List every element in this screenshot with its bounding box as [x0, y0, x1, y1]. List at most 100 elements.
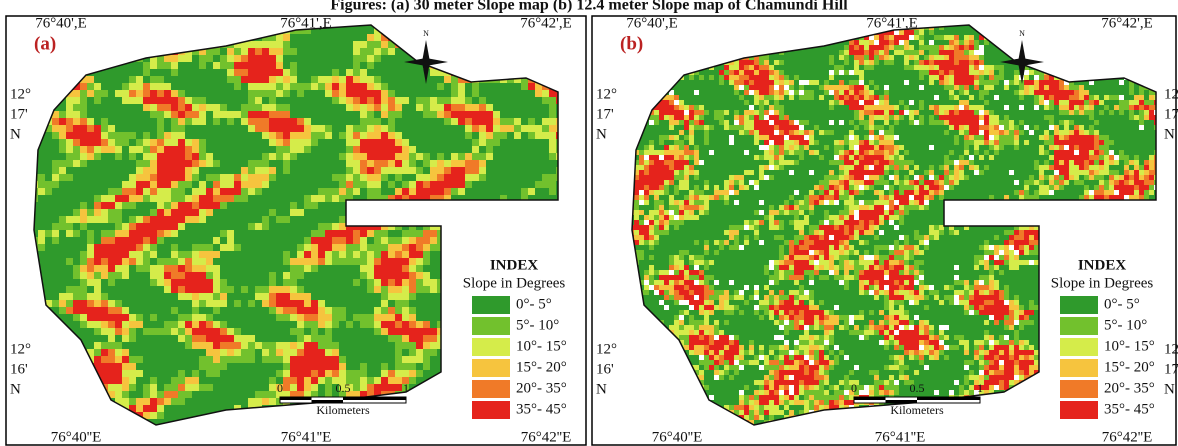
raster-cell — [290, 90, 297, 97]
raster-cell — [213, 244, 220, 251]
raster-cell — [402, 307, 409, 314]
raster-cell — [115, 314, 122, 321]
raster-cell — [423, 146, 430, 153]
raster-cell — [171, 153, 178, 160]
raster-cell — [374, 230, 381, 237]
raster-cell — [262, 258, 269, 265]
raster-cell — [59, 167, 66, 174]
raster-cell — [255, 230, 262, 237]
raster-cell — [318, 55, 325, 62]
raster-cell — [199, 132, 206, 139]
raster-cell — [45, 167, 52, 174]
raster-cell — [514, 153, 521, 160]
raster-cell — [290, 153, 297, 160]
raster-cell — [339, 34, 346, 41]
raster-cell — [465, 132, 472, 139]
raster-cell — [220, 181, 227, 188]
raster-cell — [486, 104, 493, 111]
raster-cell — [409, 258, 416, 265]
raster-cell — [87, 118, 94, 125]
raster-cell — [542, 139, 549, 146]
raster-cell — [227, 279, 234, 286]
raster-cell — [416, 314, 423, 321]
raster-cell — [269, 139, 276, 146]
raster-cell — [290, 62, 297, 69]
raster-cell — [549, 111, 556, 118]
raster-cell — [108, 188, 115, 195]
raster-cell — [493, 174, 500, 181]
raster-cell — [381, 258, 388, 265]
raster-cell — [262, 349, 269, 356]
raster-cell — [290, 314, 297, 321]
raster-cell — [136, 237, 143, 244]
raster-cell — [248, 181, 255, 188]
raster-cell — [388, 55, 395, 62]
raster-cell — [143, 279, 150, 286]
raster-cell — [164, 412, 171, 419]
raster-cell — [381, 153, 388, 160]
raster-cell — [444, 118, 451, 125]
raster-cell — [206, 97, 213, 104]
top-coordinate: 76°41',E — [280, 15, 332, 31]
raster-cell — [234, 293, 241, 300]
raster-cell — [178, 202, 185, 209]
raster-cell — [479, 174, 486, 181]
raster-cell — [199, 349, 206, 356]
raster-cell — [185, 349, 192, 356]
raster-cell — [339, 202, 346, 209]
raster-cell — [472, 188, 479, 195]
raster-cell — [262, 160, 269, 167]
raster-cell — [220, 69, 227, 76]
raster-cell — [143, 90, 150, 97]
raster-cell — [122, 363, 129, 370]
raster-cell — [339, 62, 346, 69]
raster-cell — [535, 104, 542, 111]
raster-cell — [206, 335, 213, 342]
raster-cell — [255, 384, 262, 391]
raster-cell — [87, 279, 94, 286]
raster-cell — [136, 174, 143, 181]
raster-cell — [507, 188, 514, 195]
raster-cell — [283, 251, 290, 258]
raster-cell — [430, 188, 437, 195]
raster-cell — [381, 328, 388, 335]
raster-cell — [318, 223, 325, 230]
raster-cell — [234, 335, 241, 342]
raster-cell — [297, 209, 304, 216]
raster-cell — [381, 349, 388, 356]
raster-cell — [346, 265, 353, 272]
raster-cell — [444, 111, 451, 118]
raster-cell — [73, 160, 80, 167]
raster-cell — [276, 286, 283, 293]
raster-cell — [248, 174, 255, 181]
raster-cell — [332, 237, 339, 244]
raster-cell — [220, 398, 227, 405]
raster-cell — [255, 132, 262, 139]
raster-cell — [458, 111, 465, 118]
raster-cell — [94, 90, 101, 97]
raster-cell — [129, 349, 136, 356]
raster-cell — [416, 370, 423, 377]
raster-cell — [346, 62, 353, 69]
raster-cell — [269, 167, 276, 174]
raster-cell — [297, 251, 304, 258]
raster-cell — [157, 258, 164, 265]
raster-cell — [290, 111, 297, 118]
raster-cell — [164, 314, 171, 321]
raster-cell — [954, 35, 959, 40]
raster-cell — [227, 160, 234, 167]
raster-cell — [73, 139, 80, 146]
raster-cell — [437, 146, 444, 153]
raster-cell — [374, 321, 381, 328]
raster-cell — [178, 307, 185, 314]
raster-cell — [80, 300, 87, 307]
raster-cell — [864, 40, 869, 45]
raster-cell — [192, 286, 199, 293]
raster-cell — [122, 272, 129, 279]
raster-cell — [213, 111, 220, 118]
raster-cell — [178, 293, 185, 300]
raster-cell — [325, 160, 332, 167]
raster-cell — [213, 293, 220, 300]
raster-cell — [514, 181, 521, 188]
raster-cell — [199, 230, 206, 237]
